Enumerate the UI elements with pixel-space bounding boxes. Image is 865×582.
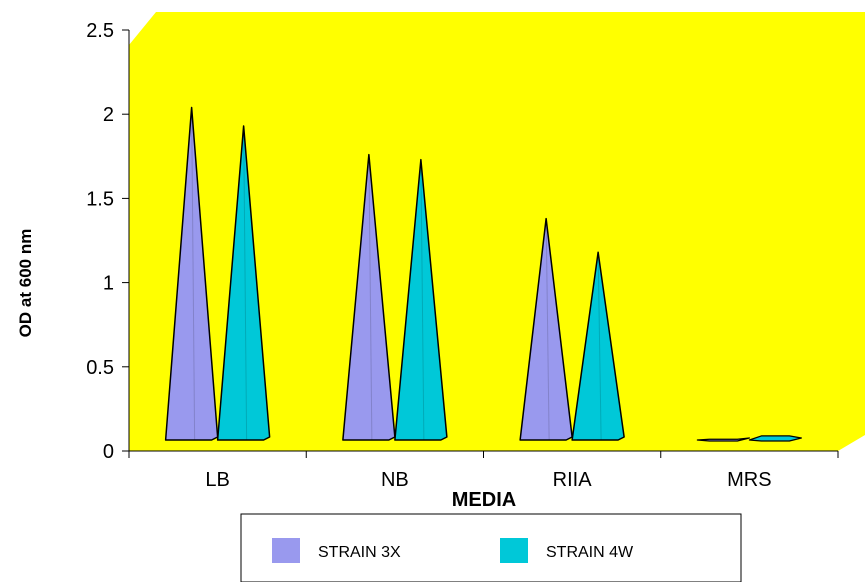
- legend: STRAIN 3X STRAIN 4W: [240, 513, 742, 582]
- legend-label: STRAIN 3X: [318, 544, 401, 561]
- y-tick-label: 1.5: [86, 188, 114, 210]
- x-tick-label: LB: [205, 469, 229, 491]
- cone-bar: [748, 435, 802, 442]
- cone-bar: [216, 125, 271, 441]
- legend-label: STRAIN 4W: [546, 544, 634, 561]
- bars: [164, 106, 802, 442]
- cone-shade: [597, 252, 602, 441]
- cone-body: [216, 125, 271, 441]
- legend-swatch: [500, 538, 528, 563]
- x-tick-label: RIIA: [553, 469, 593, 491]
- cone-bar: [394, 158, 448, 441]
- cone-body: [748, 435, 802, 442]
- cone-body: [571, 251, 625, 441]
- cone-shade: [545, 218, 550, 441]
- tick-labels: 0 0.5 1 1.5 2 2.5 LB NB RIIA MRS: [86, 20, 771, 491]
- legend-box: [240, 513, 742, 582]
- cone-shade: [243, 125, 248, 441]
- y-tick-label: 2.5: [86, 20, 114, 42]
- y-tick-label: 0: [103, 441, 114, 463]
- cone-bar: [696, 437, 750, 442]
- cone-shade: [191, 107, 196, 441]
- cone-shade: [420, 159, 425, 441]
- cone-body: [696, 437, 750, 442]
- x-tick-label: NB: [381, 469, 409, 491]
- plot-wall: [129, 12, 865, 451]
- axes: [122, 29, 839, 458]
- y-axis-title: OD at 600 nm: [16, 229, 35, 338]
- y-tick-label: 2: [103, 104, 114, 126]
- cone-body: [394, 158, 448, 441]
- x-axis-title: MEDIA: [452, 489, 516, 511]
- y-tick-label: 1: [103, 273, 114, 295]
- x-tick-label: MRS: [727, 469, 771, 491]
- cone-bar: [571, 251, 625, 441]
- plot-background: [129, 12, 865, 451]
- y-tick-label: 0.5: [86, 357, 114, 379]
- cone-shade: [368, 154, 373, 441]
- legend-swatch: [272, 538, 300, 563]
